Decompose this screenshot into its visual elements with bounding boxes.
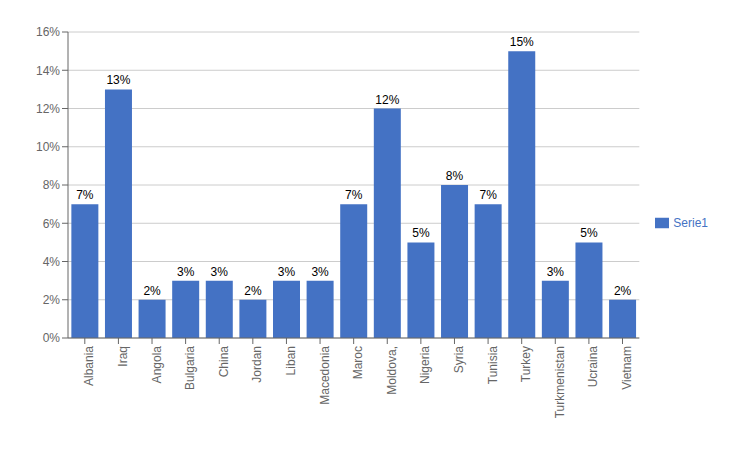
svg-text:7%: 7% (345, 188, 363, 202)
svg-text:Albania: Albania (82, 346, 96, 386)
html-text:Serie1: Serie1 (673, 215, 708, 230)
svg-text:Moldova,: Moldova, (385, 346, 399, 395)
svg-text:7%: 7% (76, 188, 94, 202)
svg-text:13%: 13% (106, 73, 130, 87)
svg-text:China: China (217, 346, 231, 378)
svg-text:2%: 2% (614, 284, 632, 298)
svg-text:3%: 3% (177, 265, 195, 279)
svg-text:Turkmenistan: Turkmenistan (553, 346, 567, 418)
svg-text:3%: 3% (211, 265, 229, 279)
svg-text:3%: 3% (278, 265, 296, 279)
svg-text:2%: 2% (244, 284, 262, 298)
svg-text:Iraq: Iraq (116, 346, 130, 367)
svg-text:5%: 5% (412, 226, 430, 240)
svg-text:10%: 10% (36, 140, 60, 154)
svg-text:14%: 14% (36, 64, 60, 78)
svg-text:8%: 8% (43, 178, 61, 192)
svg-text:Maroc: Maroc (351, 346, 365, 379)
svg-text:8%: 8% (446, 169, 464, 183)
svg-text:16%: 16% (36, 25, 60, 39)
svg-text:0%: 0% (43, 331, 61, 345)
svg-text:Liban: Liban (284, 346, 298, 375)
svg-text:2%: 2% (43, 293, 61, 307)
svg-text:3%: 3% (547, 265, 565, 279)
svg-text:Turkey: Turkey (519, 346, 533, 382)
svg-text:7%: 7% (479, 188, 497, 202)
svg-text:12%: 12% (36, 102, 60, 116)
svg-text:3%: 3% (311, 265, 329, 279)
svg-text:Jordan: Jordan (250, 346, 264, 383)
svg-text:4%: 4% (43, 255, 61, 269)
svg-text:6%: 6% (43, 217, 61, 231)
svg-text:5%: 5% (580, 226, 598, 240)
svg-text:Angola: Angola (150, 346, 164, 384)
svg-text:Ucraina: Ucraina (586, 346, 600, 388)
svg-text:Tunisia: Tunisia (486, 346, 500, 385)
svg-text:15%: 15% (510, 35, 534, 49)
svg-text:Vietnam: Vietnam (620, 346, 634, 390)
svg-text:Macedonia: Macedonia (318, 346, 332, 405)
svg-text:Syria: Syria (452, 346, 466, 374)
svg-text:Nigeria: Nigeria (418, 346, 432, 384)
svg-text:12%: 12% (375, 93, 399, 107)
svg-text:2%: 2% (143, 284, 161, 298)
svg-text:Bulgaria: Bulgaria (183, 346, 197, 390)
